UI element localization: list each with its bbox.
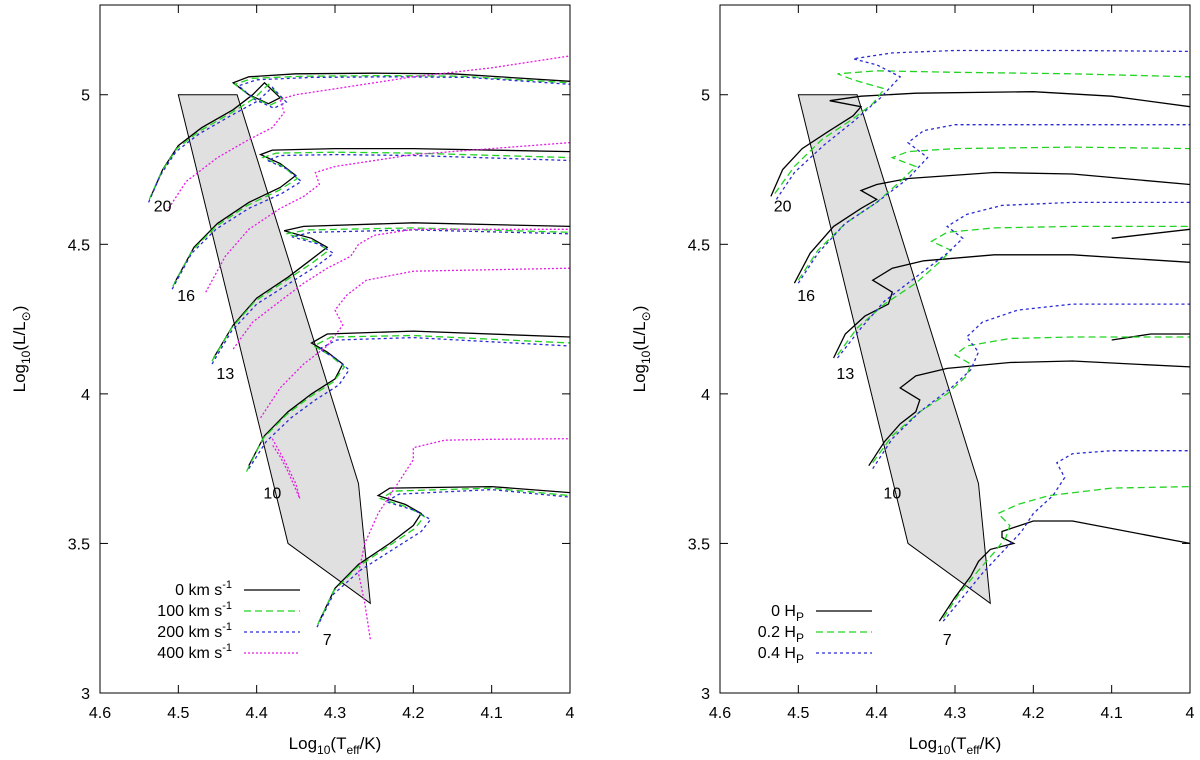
series-100-km-s-1-track-1: [172, 151, 570, 287]
series-0-2-hp-track-3: [872, 336, 1190, 464]
series-0-hp-track-0: [770, 91, 1190, 197]
plot-area: [148, 55, 570, 640]
x-axis-label: Log10(Teff/K): [909, 734, 1002, 757]
mass-label-7: 7: [323, 632, 332, 649]
series-0-2-hp-track-4: [942, 485, 1190, 619]
plot-area: [770, 49, 1190, 622]
series-200-km-s-1-track-3: [248, 336, 570, 470]
y-tick-label: 5: [701, 88, 710, 105]
series-400-km-s-1-track-3: [260, 267, 570, 419]
series-0-2-hp-track-0: [774, 70, 1190, 194]
x-tick-label: 4.4: [246, 705, 268, 722]
legend: 0 HP0.2 HP0.4 HP: [758, 603, 872, 666]
series-200-km-s-1-track-4: [316, 488, 570, 628]
y-tick-label: 3: [81, 686, 90, 703]
series-0-4-hp-track-1: [797, 124, 1190, 284]
x-tick-label: 4.5: [787, 705, 809, 722]
y-tick-label: 5: [81, 88, 90, 105]
series-200-km-s-1-track-0: [148, 76, 570, 203]
mass-label-10: 10: [883, 486, 901, 503]
legend-label-0-4-hp: 0.4 HP: [758, 645, 804, 666]
series-400-km-s-1-track-1: [205, 141, 570, 293]
legend-label-0-km-s-1: 0 km s-1: [175, 579, 232, 599]
series-0-2-hp-track-1: [797, 146, 1190, 281]
x-tick-label: 4: [566, 705, 575, 722]
x-axis-label: Log10(Teff/K): [289, 734, 382, 757]
x-tick-label: 4.2: [1022, 705, 1044, 722]
series-0-4-hp-track-0: [775, 49, 1190, 200]
series-0-4-hp-track-2: [836, 201, 1190, 359]
series-0-hp-track-3: [868, 360, 1190, 467]
series-0-hp-track-6: [1111, 333, 1190, 341]
y-tick-label: 3.5: [68, 536, 90, 553]
series-0-hp-track-1: [793, 171, 1190, 284]
series-0-km-s-1-track-4: [318, 485, 570, 622]
series-0-4-hp-track-4: [942, 450, 1190, 622]
mass-label-13: 13: [836, 366, 854, 383]
y-axis-label: Log10(L/L⊙): [10, 306, 33, 393]
series-400-km-s-1-track-2: [232, 228, 570, 350]
series-200-km-s-1-track-2: [211, 229, 570, 365]
mass-label-10: 10: [263, 486, 281, 503]
series-100-km-s-1-track-3: [245, 334, 570, 472]
series-0-hp-track-4: [938, 520, 1190, 622]
plot-frame: [719, 4, 1191, 694]
legend-label-100-km-s-1: 100 km s-1: [157, 600, 232, 620]
series-0-km-s-1-track-0: [150, 72, 570, 197]
series-400-km-s-1-track-4: [271, 438, 301, 499]
series-100-km-s-1-track-4: [317, 487, 570, 625]
y-axis-label: Log10(L/L⊙): [630, 306, 653, 393]
y-tick-label: 4: [701, 387, 710, 404]
right-panel-hr-diagram-overshooting: 4.6 4.5 4.4 4.3 4.2 4.1 4 3 3.5 4 4.5 5 Log10(Teff/K…: [630, 4, 1195, 757]
series-100-km-s-1-track-0: [148, 74, 570, 200]
legend-label-0-2-hp: 0.2 HP: [758, 624, 804, 645]
x-tick-label: 4.3: [944, 705, 966, 722]
x-tick-label: 4.5: [167, 705, 189, 722]
mass-label-16: 16: [177, 288, 195, 305]
mass-label-7: 7: [943, 632, 952, 649]
shaded-region: [797, 94, 991, 605]
x-tick-label: 4.6: [89, 705, 111, 722]
x-tick-label: 4.1: [481, 705, 503, 722]
series-0-4-hp-track-3: [872, 303, 1190, 470]
x-tick-label: 4: [1186, 705, 1195, 722]
series-200-km-s-1-track-1: [171, 153, 570, 290]
mass-label-20: 20: [774, 198, 792, 215]
y-tick-label: 3.5: [688, 536, 710, 553]
x-tick-label: 4.6: [709, 705, 731, 722]
left-panel-hr-diagram-rotation: 4.6 4.5 4.4 4.3 4.2 4.1 4 3 3.5 4 4.5 5 Log10(Teff/K…: [10, 4, 575, 757]
series-100-km-s-1-track-2: [211, 227, 570, 362]
series-0-km-s-1-track-1: [173, 147, 570, 284]
x-tick-label: 4.4: [866, 705, 888, 722]
series-0-hp-track-2: [833, 254, 1190, 359]
legend-label-400-km-s-1: 400 km s-1: [157, 642, 232, 662]
y-tick-label: 3: [701, 686, 710, 703]
x-tick-label: 4.1: [1101, 705, 1123, 722]
legend-label-0-hp: 0 HP: [771, 603, 804, 624]
series-400-km-s-1-track-5: [357, 438, 570, 640]
x-tick-label: 4.2: [402, 705, 424, 722]
x-tick-label: 4.3: [324, 705, 346, 722]
series-0-hp-track-5: [1111, 228, 1190, 239]
y-tick-label: 4.5: [688, 237, 710, 254]
series-400-km-s-1-track-0: [166, 55, 570, 212]
legend-label-200-km-s-1: 200 km s-1: [157, 621, 232, 641]
y-tick-label: 4.5: [68, 237, 90, 254]
shaded-region: [177, 94, 371, 605]
mass-label-13: 13: [216, 366, 234, 383]
mass-label-20: 20: [154, 198, 172, 215]
y-tick-label: 4: [81, 387, 90, 404]
series-0-km-s-1-track-2: [213, 222, 570, 359]
mass-label-16: 16: [797, 288, 815, 305]
